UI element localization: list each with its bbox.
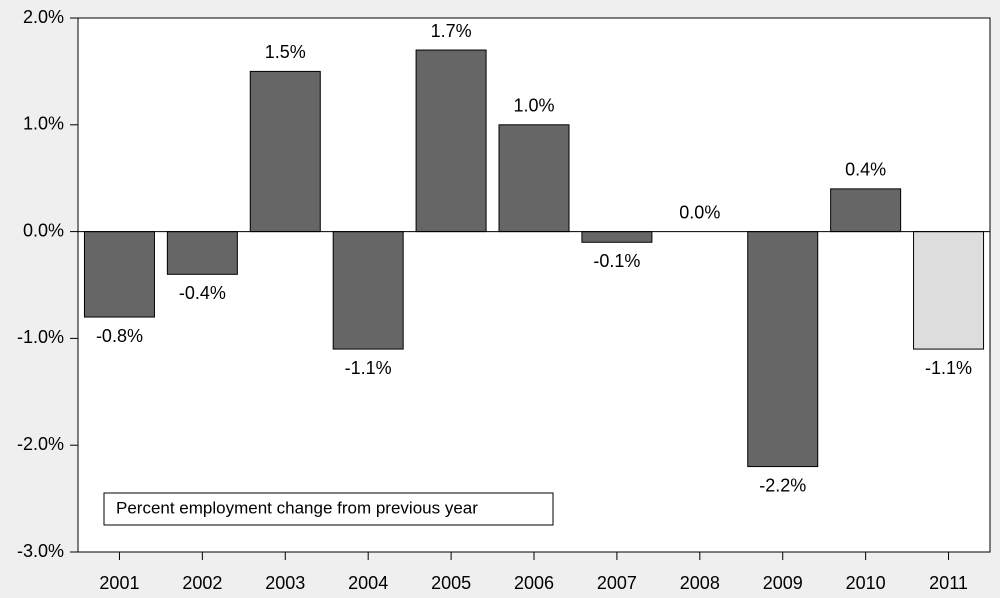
value-label: -1.1%: [925, 358, 972, 378]
x-tick-label: 2011: [929, 573, 968, 593]
bar: [913, 231, 985, 350]
annotation: Percent employment change from previous …: [116, 498, 478, 517]
bar: [498, 124, 570, 233]
bar: [415, 49, 487, 233]
value-label: 1.0%: [513, 96, 554, 116]
annotation-box: [103, 492, 554, 526]
value-label: 0.4%: [845, 160, 886, 180]
value-label: -1.1%: [345, 358, 392, 378]
x-tick-label: 2010: [846, 573, 886, 593]
plot-area: [77, 17, 991, 553]
bar: [83, 231, 155, 318]
x-tick-label: 2009: [763, 573, 803, 593]
x-tick-label: 2001: [99, 573, 139, 593]
value-label: -0.4%: [179, 283, 226, 303]
bar: [166, 231, 238, 275]
y-tick-label: 1.0%: [23, 114, 64, 134]
x-tick-label: 2002: [182, 573, 222, 593]
bar: [332, 231, 404, 350]
value-label: 0.0%: [679, 202, 720, 222]
bar: [747, 231, 819, 468]
y-tick-label: 0.0%: [23, 220, 64, 240]
x-tick-label: 2006: [514, 573, 554, 593]
bar: [830, 188, 902, 233]
bar: [249, 70, 321, 233]
x-tick-label: 2004: [348, 573, 388, 593]
value-label: -2.2%: [759, 475, 806, 495]
y-tick-label: -1.0%: [17, 327, 64, 347]
x-tick-label: 2003: [265, 573, 305, 593]
x-tick-label: 2008: [680, 573, 720, 593]
x-tick-label: 2007: [597, 573, 637, 593]
x-tick-label: 2005: [431, 573, 471, 593]
y-tick-label: -2.0%: [17, 434, 64, 454]
value-label: -0.8%: [96, 326, 143, 346]
value-label: 1.5%: [265, 42, 306, 62]
y-tick-label: -3.0%: [17, 541, 64, 561]
bar: [581, 231, 653, 243]
y-tick-label: 2.0%: [23, 7, 64, 27]
value-label: -0.1%: [593, 251, 640, 271]
value-label: 1.7%: [431, 21, 472, 41]
